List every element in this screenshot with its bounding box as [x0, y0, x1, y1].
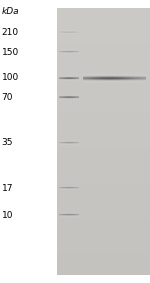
Text: 150: 150	[2, 48, 19, 57]
Text: 100: 100	[2, 73, 19, 82]
Text: 35: 35	[2, 138, 13, 147]
Text: 17: 17	[2, 184, 13, 193]
Text: 70: 70	[2, 93, 13, 102]
Text: 210: 210	[2, 28, 19, 37]
Text: kDa: kDa	[2, 7, 19, 16]
Text: 10: 10	[2, 211, 13, 220]
